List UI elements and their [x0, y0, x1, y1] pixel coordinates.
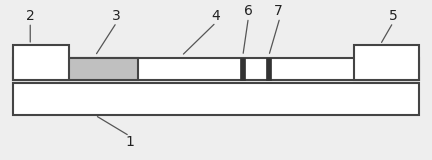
Bar	[13, 45, 69, 80]
Text: 5: 5	[389, 9, 397, 23]
Text: 6: 6	[244, 4, 253, 18]
Bar	[240, 58, 245, 80]
Bar	[13, 58, 419, 80]
Text: 2: 2	[26, 9, 35, 23]
Bar	[13, 83, 419, 115]
Text: 7: 7	[274, 4, 283, 18]
Bar	[60, 58, 138, 80]
Text: 1: 1	[125, 135, 134, 149]
Bar	[266, 58, 271, 80]
Text: 4: 4	[212, 9, 220, 23]
Text: 3: 3	[112, 9, 121, 23]
Bar	[354, 45, 419, 80]
